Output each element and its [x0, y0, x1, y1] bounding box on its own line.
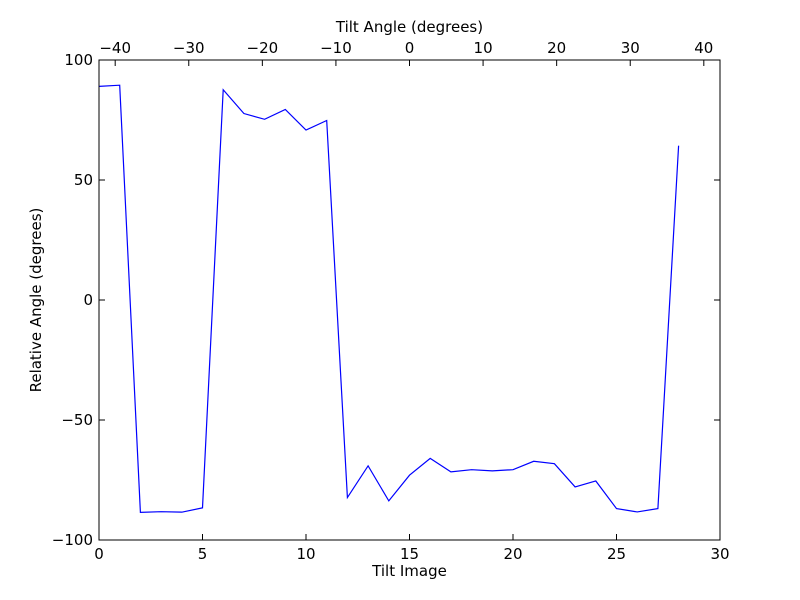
- series-layer: [98, 84, 680, 514]
- y-tick-label: 50: [74, 171, 93, 189]
- top-x-tick-label: −20: [247, 39, 279, 57]
- y-tick-label: −50: [61, 411, 93, 429]
- x-axis-label: Tilt Image: [371, 562, 447, 580]
- x-tick-label: 5: [198, 545, 208, 563]
- y-tick-label: −100: [52, 531, 93, 549]
- top-x-tick-label: 30: [621, 39, 640, 57]
- series-line: [98, 84, 680, 514]
- x-tick-label: 25: [607, 545, 626, 563]
- top-x-tick-label: −10: [320, 39, 352, 57]
- top-x-tick-label: 10: [474, 39, 493, 57]
- x-tick-label: 15: [400, 545, 419, 563]
- top-x-axis-label: Tilt Angle (degrees): [335, 18, 483, 36]
- plot-frame: [98, 59, 721, 541]
- y-axis-label: Relative Angle (degrees): [27, 208, 45, 393]
- y-tick-label: 0: [83, 291, 93, 309]
- top-x-tick-label: 40: [694, 39, 713, 57]
- x-tick-label: 10: [296, 545, 315, 563]
- top-x-tick-label: −40: [99, 39, 131, 57]
- y-tick-label: 100: [64, 51, 93, 69]
- top-x-tick-label: 20: [547, 39, 566, 57]
- top-x-tick-label: 0: [405, 39, 415, 57]
- x-tick-label: 0: [94, 545, 104, 563]
- ticks-layer: 0 5 10 15 20 25 30−40 −30 −20 −10 0 10 20 30 40−100−50…: [52, 39, 730, 563]
- top-x-tick-label: −30: [173, 39, 205, 57]
- x-tick-label: 30: [710, 545, 729, 563]
- x-tick-label: 20: [503, 545, 522, 563]
